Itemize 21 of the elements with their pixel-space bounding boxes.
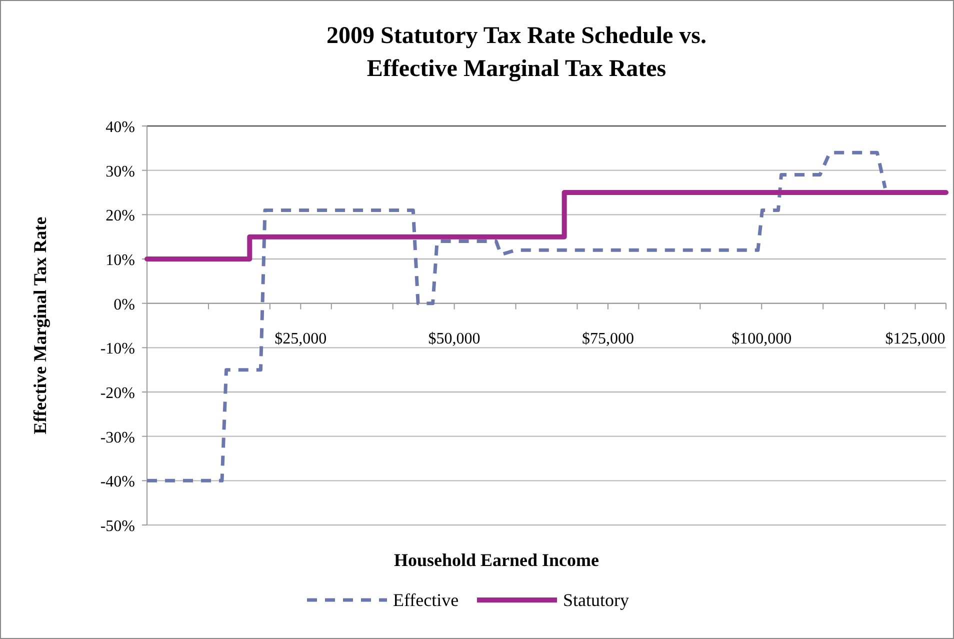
line-series: [145, 150, 887, 482]
y-tick-label: 30%: [106, 163, 135, 180]
chart-title: 2009 Statutory Tax Rate Schedule vs. Effective Marginal Tax Rates: [326, 23, 707, 82]
y-tick-label: 10%: [106, 252, 135, 269]
y-tick-label: -30%: [100, 429, 135, 446]
x-tick-label: $25,000: [274, 330, 327, 348]
x-tick-label: $100,000: [732, 330, 792, 348]
y-tick-label: 40%: [106, 119, 135, 136]
y-tick-label: -20%: [100, 385, 135, 402]
y-tick-label: -50%: [100, 518, 135, 535]
x-tick-label: $125,000: [885, 330, 946, 348]
x-tick-label: $50,000: [428, 330, 480, 348]
y-tick-label: 20%: [106, 208, 135, 225]
y-axis-title: Effective Marginal Tax Rate: [30, 216, 50, 434]
y-tick-label: -40%: [100, 474, 135, 491]
x-axis-title: Household Earned Income: [394, 550, 600, 570]
y-tick-label: 0%: [114, 296, 135, 314]
x-tick-label: $75,000: [582, 330, 634, 348]
y-tick-label: -10%: [100, 340, 135, 358]
legend-label: Statutory: [563, 590, 629, 610]
legend-label: Effective: [393, 590, 459, 610]
